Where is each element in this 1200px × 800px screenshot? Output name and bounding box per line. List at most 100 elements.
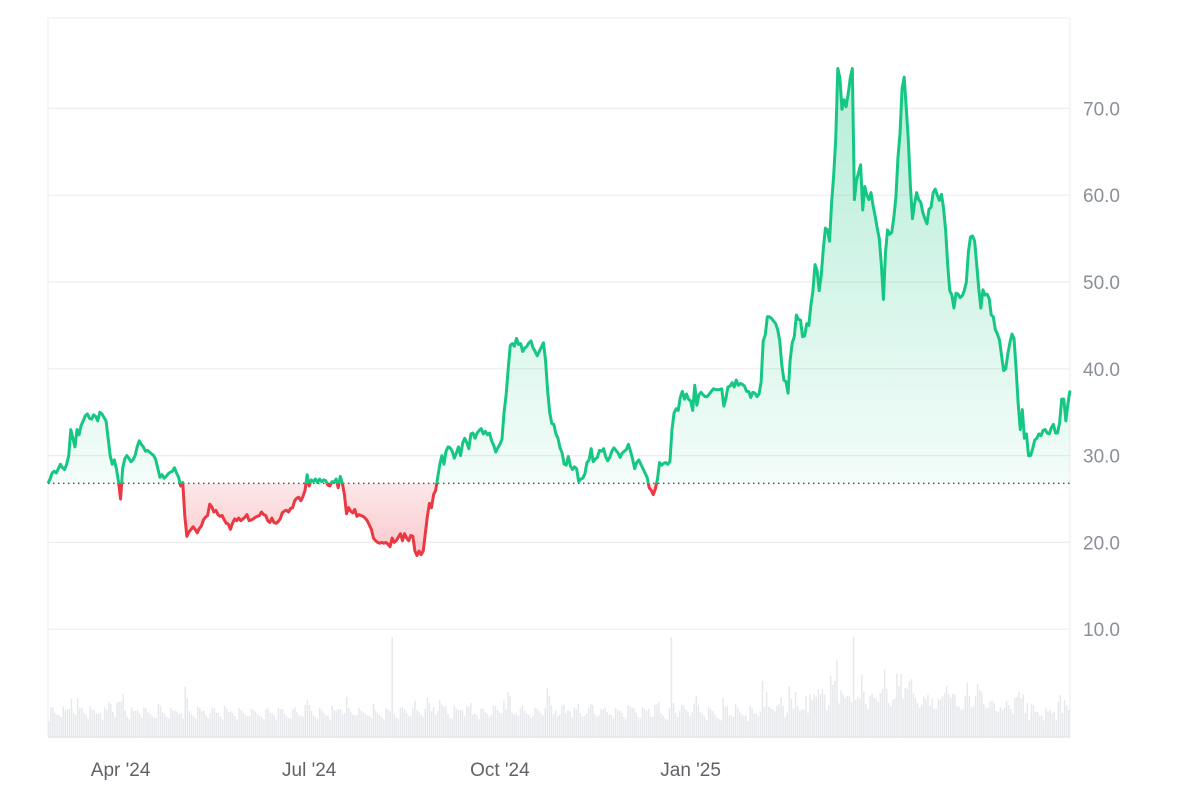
volume-bar: [393, 714, 395, 737]
volume-bar: [287, 717, 290, 737]
volume-bar: [376, 712, 379, 737]
volume-bar: [790, 699, 793, 737]
volume-bar: [422, 716, 424, 737]
volume-bar: [815, 696, 817, 737]
volume-bar: [993, 703, 995, 737]
volume-bar: [918, 708, 921, 737]
volume-bar: [647, 708, 650, 737]
volume-bar: [945, 686, 948, 737]
volume-bar: [50, 707, 52, 737]
volume-bar: [592, 705, 594, 737]
volume-bar: [542, 715, 544, 737]
volume-bar: [906, 688, 909, 737]
volume-bar: [927, 694, 929, 737]
x-tick-label: Jan '25: [660, 760, 721, 781]
volume-bar: [1038, 715, 1041, 737]
volume-bar: [256, 714, 259, 737]
volume-bar: [569, 711, 571, 737]
volume-bar: [1028, 720, 1031, 737]
volume-bar: [662, 715, 664, 737]
volume-bar: [358, 707, 360, 737]
volume-bar: [449, 718, 451, 737]
y-tick-labels: 10.0 20.0 30.0 40.0 50.0 60.0 70.0: [1083, 99, 1120, 641]
price-line-up: [46, 66, 1072, 484]
volume-bar: [91, 710, 93, 737]
volume-bar: [585, 713, 588, 737]
volume-bar: [722, 698, 724, 737]
volume-bar: [199, 708, 201, 737]
volume-bar: [952, 694, 954, 737]
volume-bar: [379, 715, 381, 737]
volume-bar: [213, 708, 215, 737]
volume-bar: [85, 714, 87, 737]
volume-bar: [203, 710, 205, 737]
volume-bar: [114, 717, 116, 737]
volume-bar: [345, 696, 348, 737]
volume-bar: [48, 721, 50, 737]
volume-bar: [306, 700, 309, 737]
volume-bar: [654, 704, 656, 737]
volume-bar: [180, 713, 182, 737]
volume-bar: [697, 704, 700, 737]
volume-bar: [1051, 713, 1053, 737]
volume-bar: [136, 710, 139, 737]
volume-bar: [76, 698, 79, 737]
volume-bar: [712, 711, 714, 737]
y-tick-label: 30.0: [1083, 447, 1120, 468]
volume-bar: [1012, 714, 1014, 737]
volume-bar: [97, 714, 100, 737]
volume-bar: [463, 716, 466, 737]
volume-bar: [441, 705, 443, 737]
volume-bar: [517, 715, 520, 737]
volume-bar: [610, 714, 613, 737]
volume-bar: [329, 719, 331, 737]
volume-bar: [333, 710, 335, 737]
volume-bar: [575, 709, 578, 737]
volume-bar: [1001, 709, 1004, 737]
volume-bar: [685, 709, 687, 737]
volume-bar: [271, 713, 273, 737]
volume-bar: [511, 712, 513, 737]
volume-bar: [1041, 715, 1043, 737]
volume-bar: [436, 711, 439, 737]
volume-bar: [356, 715, 358, 737]
volume-bar: [991, 700, 993, 737]
volume-bar: [254, 711, 257, 737]
volume-bar: [1024, 713, 1026, 737]
volume-bar: [263, 719, 265, 737]
volume-bar: [561, 706, 563, 737]
volume-bar: [755, 713, 758, 737]
volume-bar: [64, 709, 67, 737]
volume-bar: [240, 710, 242, 737]
volume-bar: [350, 711, 352, 737]
volume-bar: [536, 709, 538, 737]
volume-bar: [908, 681, 911, 737]
volume-bar: [970, 707, 973, 737]
volume-bar: [801, 709, 803, 737]
volume-bar: [465, 706, 468, 737]
volume-bar: [621, 713, 623, 737]
volume-bar: [608, 714, 611, 737]
volume-bar: [201, 711, 203, 737]
volume-bar: [641, 707, 644, 737]
volume-bar: [503, 700, 505, 737]
volume-bar: [678, 711, 681, 737]
volume-bar: [221, 719, 224, 737]
volume-bar: [515, 712, 518, 737]
volume-bar: [368, 716, 371, 737]
volume-bar: [294, 707, 296, 737]
volume-bar: [565, 713, 567, 737]
volume-bar: [794, 692, 797, 737]
volume-bar: [978, 689, 981, 737]
volume-bar: [559, 714, 561, 737]
volume-bar: [976, 684, 979, 737]
volume-bar: [244, 714, 247, 737]
volume-bar: [772, 709, 774, 737]
volume-bar: [614, 708, 617, 737]
volume-bar: [935, 708, 937, 737]
volume-bar: [710, 709, 712, 737]
volume-bar: [87, 718, 89, 737]
volume-bar: [999, 707, 1002, 737]
volume-bar: [339, 709, 342, 737]
